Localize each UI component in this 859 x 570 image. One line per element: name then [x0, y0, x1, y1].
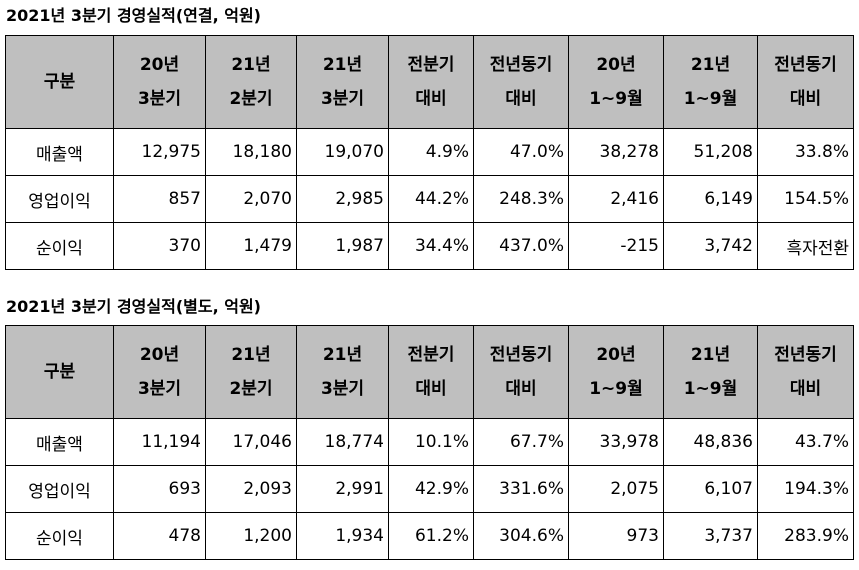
cell: 12,975 [113, 128, 206, 176]
cell: 67.7% [473, 418, 569, 466]
cell: 304.6% [473, 512, 569, 560]
header-cell: 21년 1~9월 [663, 325, 758, 419]
cell: 1,479 [205, 222, 297, 270]
cell: 11,194 [113, 418, 206, 466]
cell: 19,070 [296, 128, 389, 176]
data-row: 영업이익 693 2,093 2,991 42.9% 331.6% 2,075 6,107 19… [5, 465, 854, 513]
header-cell: 20년 1~9월 [568, 325, 664, 419]
cell: 38,278 [568, 128, 664, 176]
table-title: 2021년 3분기 경영실적(연결, 억원) [6, 6, 261, 25]
cell: 2,075 [568, 465, 664, 513]
header-cell: 전년동기 대비 [757, 35, 854, 129]
data-row: 매출액 12,975 18,180 19,070 4.9% 47.0% 38,278 51,2… [5, 128, 854, 176]
data-row: 순이익 478 1,200 1,934 61.2% 304.6% 973 3,737 283.9… [5, 512, 854, 560]
cell: 3,737 [663, 512, 758, 560]
header-cell: 구분 [5, 35, 114, 129]
header-cell: 21년 3분기 [296, 325, 389, 419]
header-cell: 20년 1~9월 [568, 35, 664, 129]
header-cell: 전년동기 대비 [757, 325, 854, 419]
header-cell: 전년동기 대비 [473, 35, 569, 129]
cell: 1,934 [296, 512, 389, 560]
cell: 33,978 [568, 418, 664, 466]
cell: 331.6% [473, 465, 569, 513]
cell: -215 [568, 222, 664, 270]
header-cell: 20년 3분기 [113, 35, 206, 129]
header-cell: 전분기 대비 [388, 325, 474, 419]
cell: 17,046 [205, 418, 297, 466]
cell: 1,200 [205, 512, 297, 560]
header-cell: 전년동기 대비 [473, 325, 569, 419]
cell: 2,070 [205, 175, 297, 223]
cell: 42.9% [388, 465, 474, 513]
row-label: 영업이익 [5, 175, 114, 223]
cell: 48,836 [663, 418, 758, 466]
cell: 283.9% [757, 512, 854, 560]
data-row: 매출액 11,194 17,046 18,774 10.1% 67.7% 33,978 48,… [5, 418, 854, 466]
cell: 2,416 [568, 175, 664, 223]
header-cell: 전분기 대비 [388, 35, 474, 129]
cell: 973 [568, 512, 664, 560]
cell: 478 [113, 512, 206, 560]
cell: 흑자전환 [757, 222, 854, 270]
cell: 194.3% [757, 465, 854, 513]
cell: 18,774 [296, 418, 389, 466]
header-cell: 21년 2분기 [205, 35, 297, 129]
cell: 154.5% [757, 175, 854, 223]
cell: 44.2% [388, 175, 474, 223]
row-label: 순이익 [5, 512, 114, 560]
table-title: 2021년 3분기 경영실적(별도, 억원) [6, 297, 261, 316]
cell: 18,180 [205, 128, 297, 176]
row-label: 매출액 [5, 418, 114, 466]
cell: 370 [113, 222, 206, 270]
row-label: 영업이익 [5, 465, 114, 513]
cell: 61.2% [388, 512, 474, 560]
header-cell: 20년 3분기 [113, 325, 206, 419]
cell: 693 [113, 465, 206, 513]
header-row: 구분 20년 3분기 21년 2분기 21년 3분기 전분기 대비 전년동기 대비 20년 … [5, 325, 854, 419]
cell: 6,107 [663, 465, 758, 513]
cell: 43.7% [757, 418, 854, 466]
header-cell: 21년 2분기 [205, 325, 297, 419]
cell: 34.4% [388, 222, 474, 270]
cell: 10.1% [388, 418, 474, 466]
cell: 1,987 [296, 222, 389, 270]
header-cell: 구분 [5, 325, 114, 419]
data-table: 구분 20년 3분기 21년 2분기 21년 3분기 전분기 대비 전년동기 대비 20년 … [5, 35, 854, 270]
cell: 6,149 [663, 175, 758, 223]
data-row: 영업이익 857 2,070 2,985 44.2% 248.3% 2,416 6,149 15… [5, 175, 854, 223]
header-row: 구분 20년 3분기 21년 2분기 21년 3분기 전분기 대비 전년동기 대비 20년 … [5, 35, 854, 129]
cell: 2,985 [296, 175, 389, 223]
header-cell: 21년 3분기 [296, 35, 389, 129]
cell: 2,093 [205, 465, 297, 513]
cell: 51,208 [663, 128, 758, 176]
data-table: 구분 20년 3분기 21년 2분기 21년 3분기 전분기 대비 전년동기 대비 20년 … [5, 325, 854, 560]
cell: 4.9% [388, 128, 474, 176]
header-cell: 21년 1~9월 [663, 35, 758, 129]
cell: 2,991 [296, 465, 389, 513]
row-label: 매출액 [5, 128, 114, 176]
data-row: 순이익 370 1,479 1,987 34.4% 437.0% -215 3,742 흑자전환 [5, 222, 854, 270]
cell: 33.8% [757, 128, 854, 176]
cell: 3,742 [663, 222, 758, 270]
cell: 437.0% [473, 222, 569, 270]
cell: 248.3% [473, 175, 569, 223]
row-label: 순이익 [5, 222, 114, 270]
cell: 857 [113, 175, 206, 223]
cell: 47.0% [473, 128, 569, 176]
